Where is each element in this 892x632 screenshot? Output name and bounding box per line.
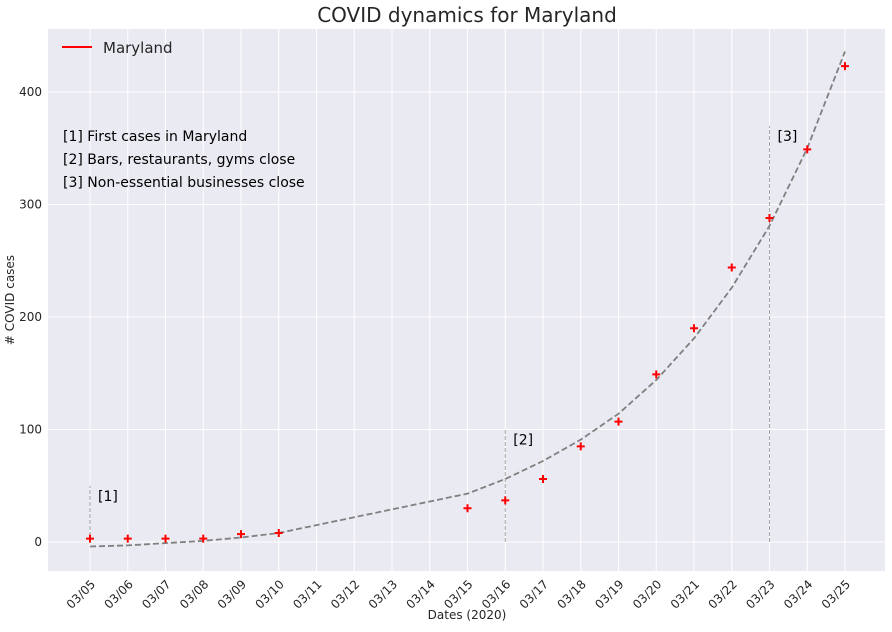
x-tick-label: 03/24 [781, 577, 815, 611]
x-tick-label: 03/17 [517, 577, 551, 611]
x-tick-label: 03/23 [743, 577, 777, 611]
data-point [765, 214, 774, 222]
x-tick-label: 03/25 [819, 577, 853, 611]
y-tick-label: 0 [34, 535, 42, 549]
x-tick-label: 03/06 [102, 577, 136, 611]
data-point [501, 496, 510, 505]
data-point [161, 534, 170, 543]
x-axis-label: Dates (2020) [428, 608, 507, 622]
event-label: [3] [778, 129, 798, 145]
y-tick-label: 200 [19, 310, 42, 324]
x-tick-label: 03/21 [668, 577, 702, 611]
x-tick-label: 03/20 [630, 577, 664, 611]
grid-lines [48, 29, 885, 571]
note-2: [2] Bars, restaurants, gyms close [63, 152, 295, 168]
data-point [123, 534, 132, 543]
x-tick-label: 03/15 [441, 577, 475, 611]
data-point [614, 417, 623, 426]
y-axis-label: # COVID cases [3, 255, 17, 345]
x-tick-label: 03/10 [253, 577, 287, 611]
data-point [690, 324, 698, 333]
chart-title: COVID dynamics for Maryland [317, 3, 617, 27]
data-point [841, 62, 849, 71]
data-point [274, 529, 283, 537]
data-point [652, 370, 661, 379]
x-tick-label: 03/13 [366, 577, 400, 611]
y-tick-label: 100 [19, 423, 42, 437]
data-point [576, 442, 585, 451]
event-label: [2] [513, 433, 533, 449]
data-point [539, 475, 547, 483]
x-tick-label: 03/22 [706, 577, 740, 611]
plot-area [48, 29, 885, 571]
x-tick-label: 03/05 [64, 577, 98, 611]
note-1: [1] First cases in Maryland [63, 129, 247, 145]
y-tick-label: 400 [19, 85, 42, 99]
x-tick-label: 03/09 [215, 577, 249, 611]
data-point [199, 534, 208, 543]
legend-label: Maryland [103, 39, 173, 57]
event-label: [1] [98, 489, 118, 505]
event-markers: [1] [2] [3] [89, 125, 798, 542]
event-notes: [1] First cases in Maryland [2] Bars, re… [63, 129, 305, 191]
x-tick-label: 03/19 [592, 577, 626, 611]
fit-series [89, 51, 846, 548]
data-point [463, 504, 472, 513]
y-axis-ticks: 0 100 200 300 400 [19, 85, 42, 549]
data-point [86, 534, 94, 543]
note-3: [3] Non-essential businesses close [63, 175, 305, 191]
x-tick-label: 03/11 [290, 577, 324, 611]
x-tick-label: 03/08 [177, 577, 211, 611]
x-axis-ticks: 03/05 03/06 03/07 03/08 03/09 03/10 03/11 03/12… [64, 577, 853, 611]
x-tick-label: 03/07 [139, 577, 173, 611]
x-tick-label: 03/16 [479, 577, 513, 611]
x-tick-label: 03/14 [404, 577, 438, 611]
legend: Maryland [62, 39, 173, 57]
x-tick-label: 03/12 [328, 577, 362, 611]
data-points [86, 62, 849, 543]
data-point [237, 530, 245, 539]
x-tick-label: 03/18 [555, 577, 589, 611]
data-point [727, 263, 736, 272]
y-tick-label: 300 [19, 198, 42, 212]
data-point [803, 145, 812, 154]
fit-line [89, 51, 846, 548]
